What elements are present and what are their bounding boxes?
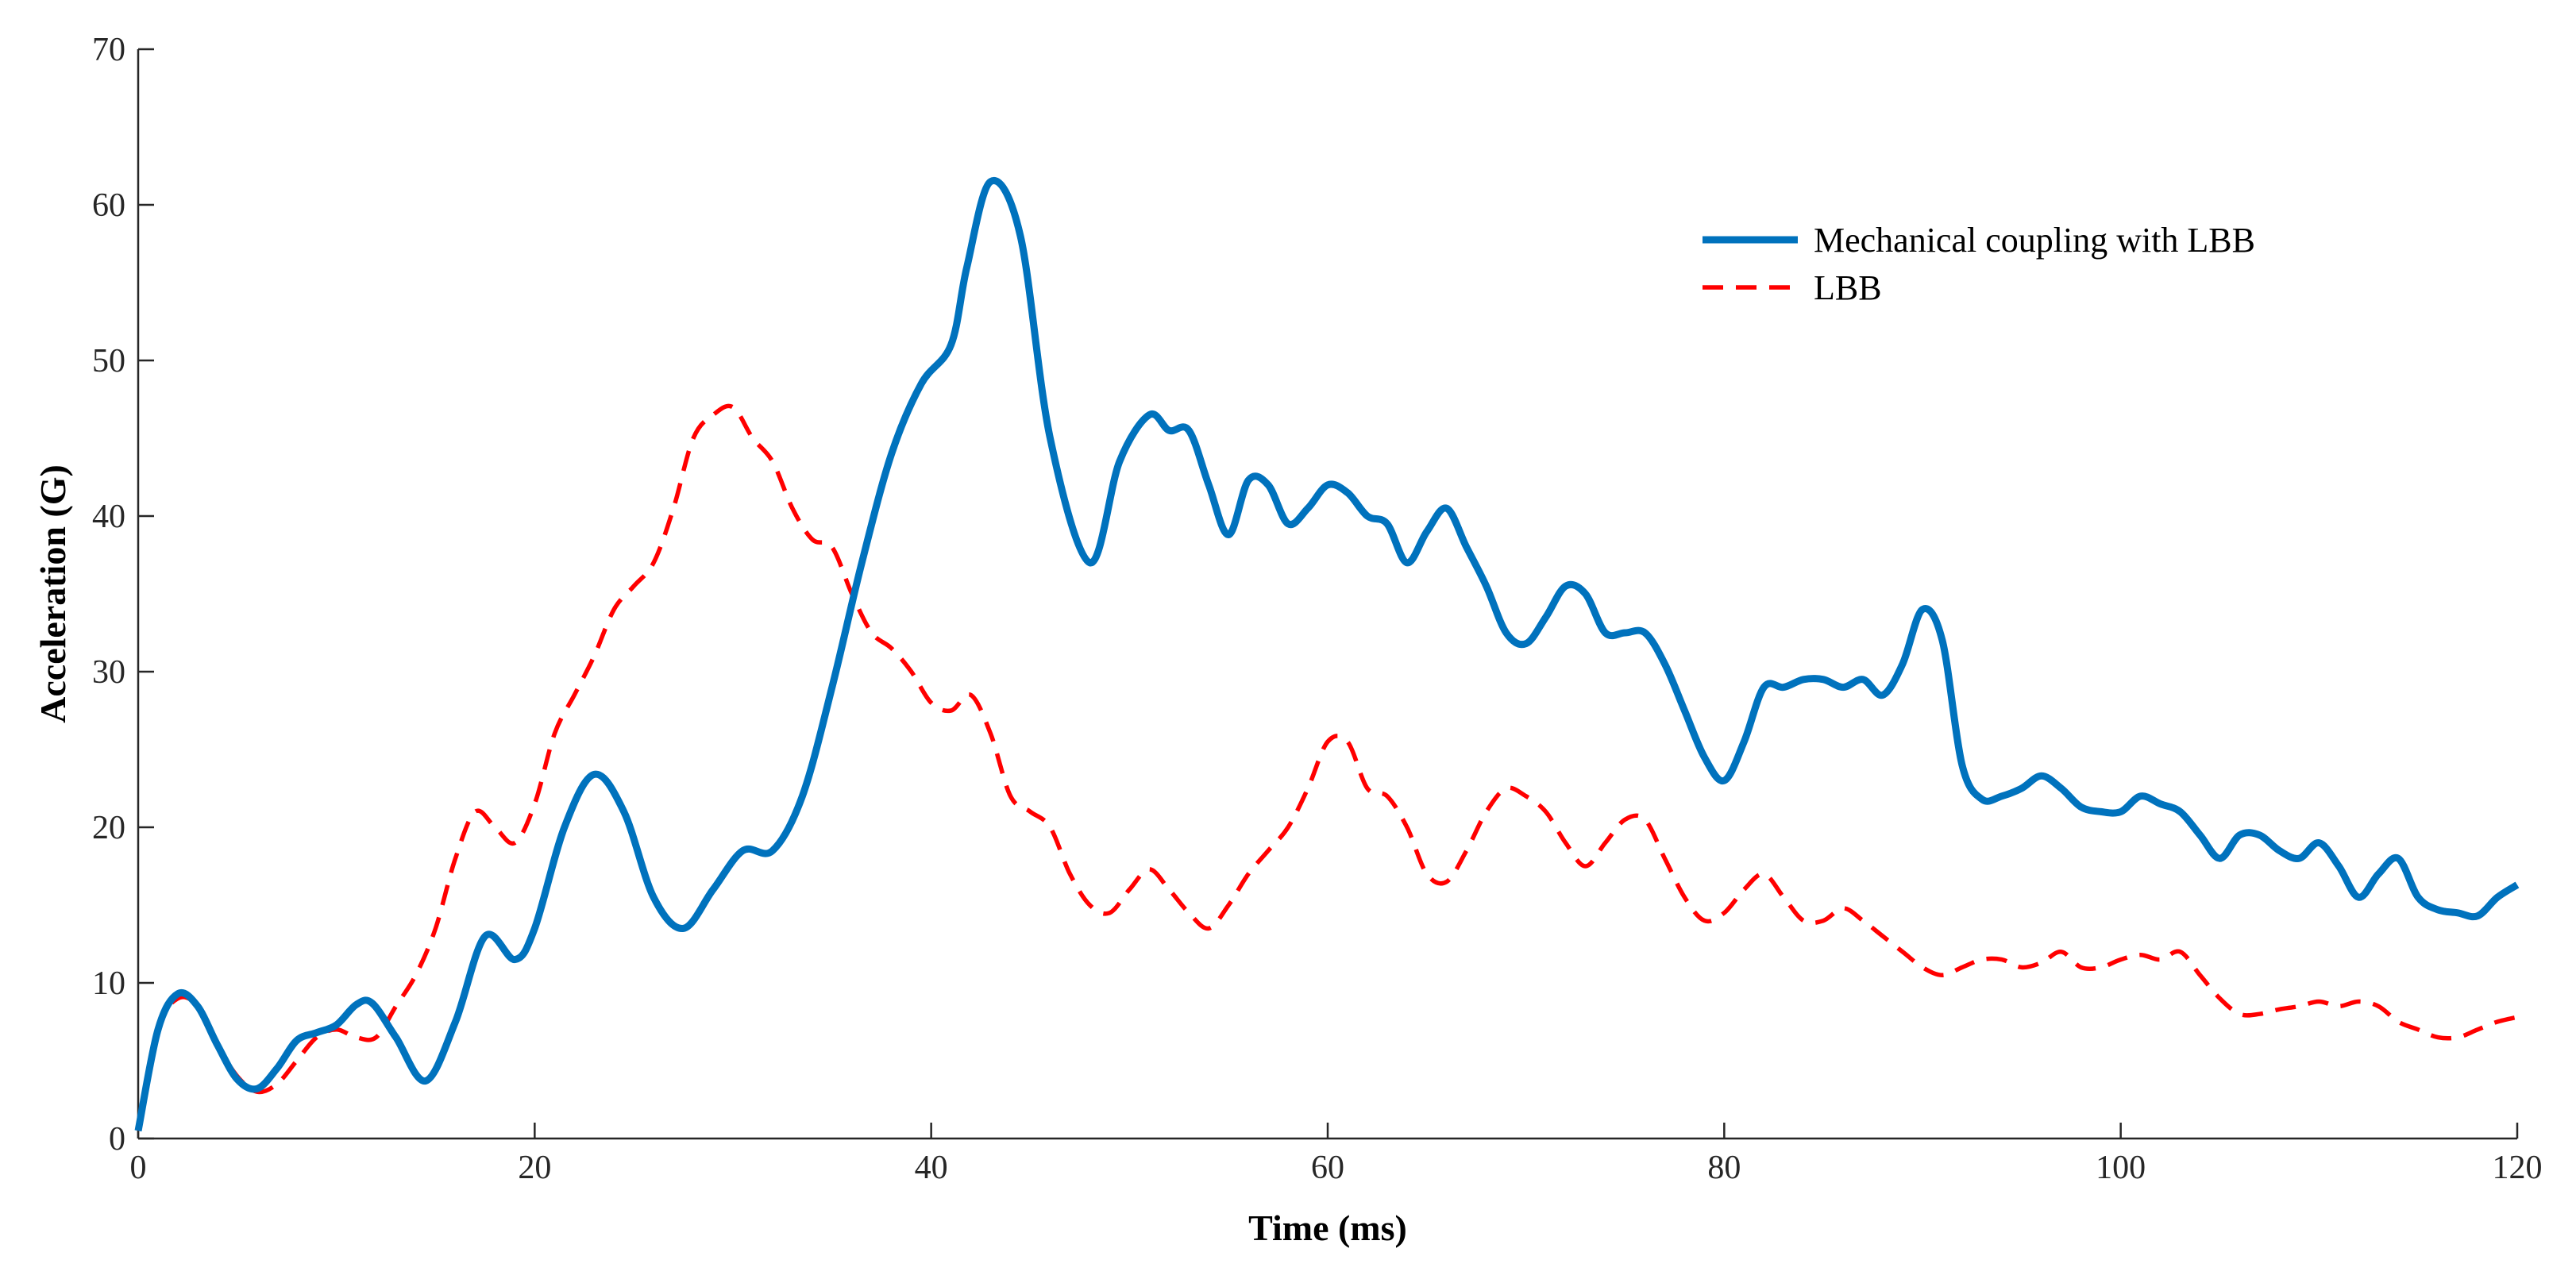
- series-line-mechanical-coupling: [134, 177, 2520, 1132]
- x-tick-label: 120: [2493, 1150, 2543, 1186]
- y-tick-label: 20: [92, 810, 125, 846]
- x-tick-label: 80: [1707, 1150, 1741, 1186]
- x-tick-label: 60: [1311, 1150, 1344, 1186]
- legend: Mechanical coupling with LBB LBB: [1703, 221, 2255, 307]
- y-tick-label: 60: [92, 187, 125, 224]
- x-axis-title: Time (ms): [1248, 1208, 1407, 1248]
- y-tick-label: 50: [92, 343, 125, 380]
- x-tick-label: 100: [2096, 1150, 2146, 1186]
- axes: [137, 49, 2517, 1140]
- legend-label-mechanical-coupling: Mechanical coupling with LBB: [1814, 221, 2255, 260]
- y-tick-label: 40: [92, 499, 125, 535]
- y-tick-label: 70: [92, 32, 125, 68]
- y-tick-label: 30: [92, 654, 125, 691]
- x-tick-label: 40: [915, 1150, 948, 1186]
- y-tick-label: 10: [92, 965, 125, 1002]
- series-line-lbb: [136, 403, 2518, 1131]
- ticks: 0 20 40 60 80 100 120 0 10 20 30 40 50 60 70: [92, 32, 2543, 1186]
- legend-label-lbb: LBB: [1814, 268, 1882, 307]
- x-tick-label: 20: [518, 1150, 551, 1186]
- y-tick-label: 0: [109, 1121, 125, 1158]
- x-tick-label: 0: [130, 1150, 147, 1186]
- y-axis-title: Acceleration (G): [33, 464, 73, 723]
- series-lines: [134, 177, 2520, 1132]
